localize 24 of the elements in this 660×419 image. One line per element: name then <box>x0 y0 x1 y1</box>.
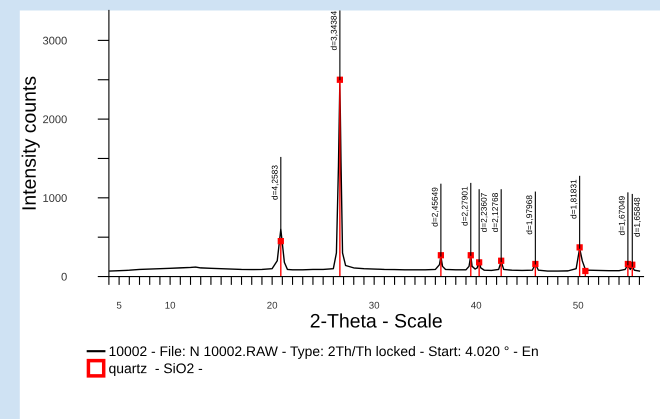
x-axis-title: 2-Theta - Scale <box>310 313 442 328</box>
x-tick-label: 50 <box>573 302 584 309</box>
annotation: d=3,34384 <box>330 11 338 50</box>
annotation: d=1,97968 <box>526 195 534 234</box>
annotation: d=2,45649 <box>432 188 439 226</box>
annotation: d=1,81831 <box>570 180 578 219</box>
annotation: d=4,2583 <box>272 165 279 200</box>
y-tick-label: 2000 <box>43 115 67 124</box>
x-tick-label: 40 <box>471 302 482 309</box>
y-tick-label: 3000 <box>42 36 67 45</box>
annotation: d=2,23607 <box>480 193 488 232</box>
annotation: d=2,27901 <box>461 186 469 226</box>
annotation: d=1,65848 <box>634 198 641 237</box>
x-tick-label: 5 <box>116 302 122 309</box>
annotation: d=2,12768 <box>492 193 499 232</box>
legend-label: quartz - SiO2 - <box>109 363 202 376</box>
x-tick-label: 10 <box>165 302 176 309</box>
x-tick-label: 30 <box>369 302 380 309</box>
y-axis-title: Intensity counts <box>22 76 40 210</box>
x-tick-label: 20 <box>267 302 278 309</box>
y-tick-label: 0 <box>61 272 67 281</box>
y-tick-label: 1000 <box>43 194 67 202</box>
legend-label: 10002 - File: N 10002.RAW - Type: 2Th/Th locked - Start: 4.020 ° - En <box>110 346 538 359</box>
annotation: d=1,67049 <box>618 196 626 236</box>
